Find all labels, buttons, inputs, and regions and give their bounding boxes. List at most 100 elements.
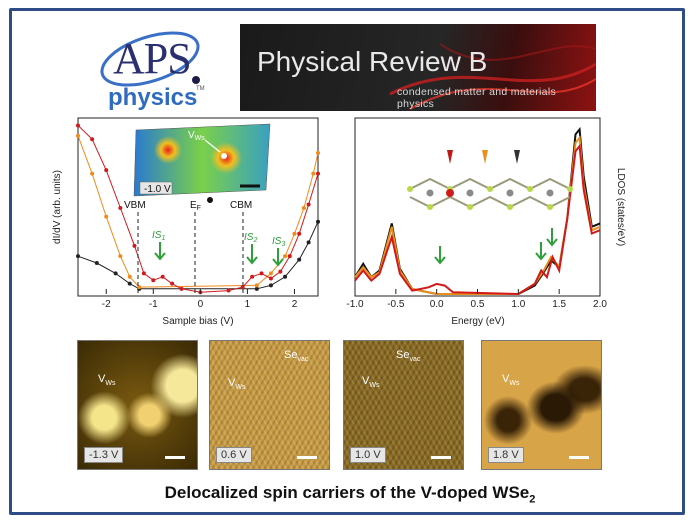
stm-tile-1: VWs -1.3 V xyxy=(77,340,198,470)
point-red xyxy=(170,281,175,286)
point-red xyxy=(151,278,156,283)
didv-inset-map: -1.0 V VWs xyxy=(133,123,271,203)
point-red xyxy=(160,274,165,279)
point-orange xyxy=(76,133,80,138)
stm3-se-label: Sevac xyxy=(396,349,421,364)
point-black xyxy=(94,261,99,266)
aps-logo-text: APS xyxy=(113,34,192,83)
stm1-vac-label: VWs xyxy=(98,373,116,388)
is2-arrow-icon xyxy=(246,244,258,265)
point-red xyxy=(132,243,137,248)
point-black xyxy=(316,219,320,224)
x-tick-label: 0.0 xyxy=(430,299,444,310)
point-red xyxy=(90,137,95,142)
stm1-scalebar xyxy=(165,456,185,459)
point-red xyxy=(306,202,311,207)
x-tick-label: -1.0 xyxy=(346,299,364,310)
journal-banner: Physical Review B condensed matter and m… xyxy=(240,24,596,111)
point-orange xyxy=(90,171,95,176)
point-red xyxy=(76,123,80,128)
stm3-vac-label: VWs xyxy=(362,375,380,390)
point-red xyxy=(226,288,231,293)
point-red xyxy=(316,171,320,176)
x-tick-label: 1.5 xyxy=(552,299,566,310)
point-orange xyxy=(268,271,273,276)
stm2-vac-label: VWs xyxy=(228,377,246,392)
ldos-arrow-1-icon xyxy=(434,246,446,265)
inset-vac-arrow-icon xyxy=(204,139,221,153)
journal-subtitle: condensed matter and materials physics xyxy=(397,86,556,110)
ef-label: EF xyxy=(190,200,201,212)
point-red xyxy=(118,206,123,210)
point-red xyxy=(268,276,273,281)
stm4-vac-label: VWs xyxy=(502,373,520,388)
point-black xyxy=(113,271,118,276)
point-red xyxy=(287,254,292,259)
didv-xlabel: Sample bias (V) xyxy=(162,316,233,327)
stm-tile-4: VWs 1.8 V xyxy=(481,340,602,470)
point-black xyxy=(127,281,132,286)
aps-swoosh-icon xyxy=(100,31,200,87)
point-black xyxy=(283,274,288,279)
point-orange xyxy=(292,231,297,236)
series-black xyxy=(354,126,601,295)
point-black xyxy=(297,257,302,262)
stm3-scalebar xyxy=(431,456,451,459)
didv-plot-frame xyxy=(77,117,319,297)
x-tick-label: 1 xyxy=(245,299,251,310)
aps-physics-text: physics xyxy=(108,84,198,111)
journal-title: Physical Review B xyxy=(257,46,488,77)
cbm-label: CBM xyxy=(230,200,252,211)
figure-caption: Delocalized spin carriers of the V-doped… xyxy=(164,483,536,506)
ldos-ylabel: LDOS (states/eV) xyxy=(615,168,626,246)
point-orange xyxy=(301,206,306,210)
point-red xyxy=(278,269,283,274)
stm1-voltage: -1.3 V xyxy=(84,447,124,463)
point-orange xyxy=(316,150,320,155)
point-red xyxy=(297,231,302,236)
point-orange xyxy=(137,285,142,290)
stm2-scalebar xyxy=(297,456,317,459)
x-tick-label: -2 xyxy=(102,299,111,310)
is1-label: IS1 xyxy=(152,230,165,242)
point-red xyxy=(104,168,109,173)
banner-waves-icon xyxy=(389,43,596,110)
x-tick-label: 0.5 xyxy=(471,299,485,310)
stm4-scalebar xyxy=(569,456,589,459)
series-black xyxy=(77,221,319,290)
series-orange xyxy=(354,135,601,295)
point-orange xyxy=(254,283,259,288)
x-tick-label: 2.0 xyxy=(593,299,607,310)
vbm-label: VBM xyxy=(124,200,146,211)
ldos-chart: -1.0 -0.5 0.0 0.5 1.0 1.5 2.0 Energy (eV) LDOS… xyxy=(346,117,626,327)
ldos-plot-frame xyxy=(354,117,601,297)
point-red xyxy=(141,271,146,276)
is1-arrow-icon xyxy=(154,242,166,261)
stm4-voltage: 1.8 V xyxy=(488,447,524,463)
series-red xyxy=(354,143,601,296)
point-black xyxy=(76,254,80,259)
didv-ylabel: dI/dV (arb. units) xyxy=(52,170,63,244)
x-tick-label: 2 xyxy=(292,299,298,310)
point-black xyxy=(268,283,273,288)
x-tick-label: 0 xyxy=(198,299,204,310)
is3-arrow-icon xyxy=(272,248,284,267)
stm2-voltage: 0.6 V xyxy=(216,447,252,463)
aps-tm: TM xyxy=(196,86,205,92)
point-black xyxy=(306,240,311,245)
inset-voltage: -1.0 V xyxy=(144,184,171,195)
x-tick-label: -0.5 xyxy=(387,299,405,310)
ldos-arrow-2-icon xyxy=(535,242,547,261)
black-marker-icon xyxy=(514,150,520,164)
point-red xyxy=(240,285,245,290)
point-orange xyxy=(118,254,123,259)
stm3-voltage: 1.0 V xyxy=(350,447,386,463)
point-orange xyxy=(311,171,316,176)
point-orange xyxy=(127,274,132,279)
red-marker-icon xyxy=(447,150,453,164)
stm-tile-2: Sevac VWs 0.6 V xyxy=(209,340,330,470)
point-black xyxy=(254,286,259,291)
point-red xyxy=(259,271,264,276)
point-orange xyxy=(283,254,288,259)
x-tick-label: -1 xyxy=(149,299,158,310)
